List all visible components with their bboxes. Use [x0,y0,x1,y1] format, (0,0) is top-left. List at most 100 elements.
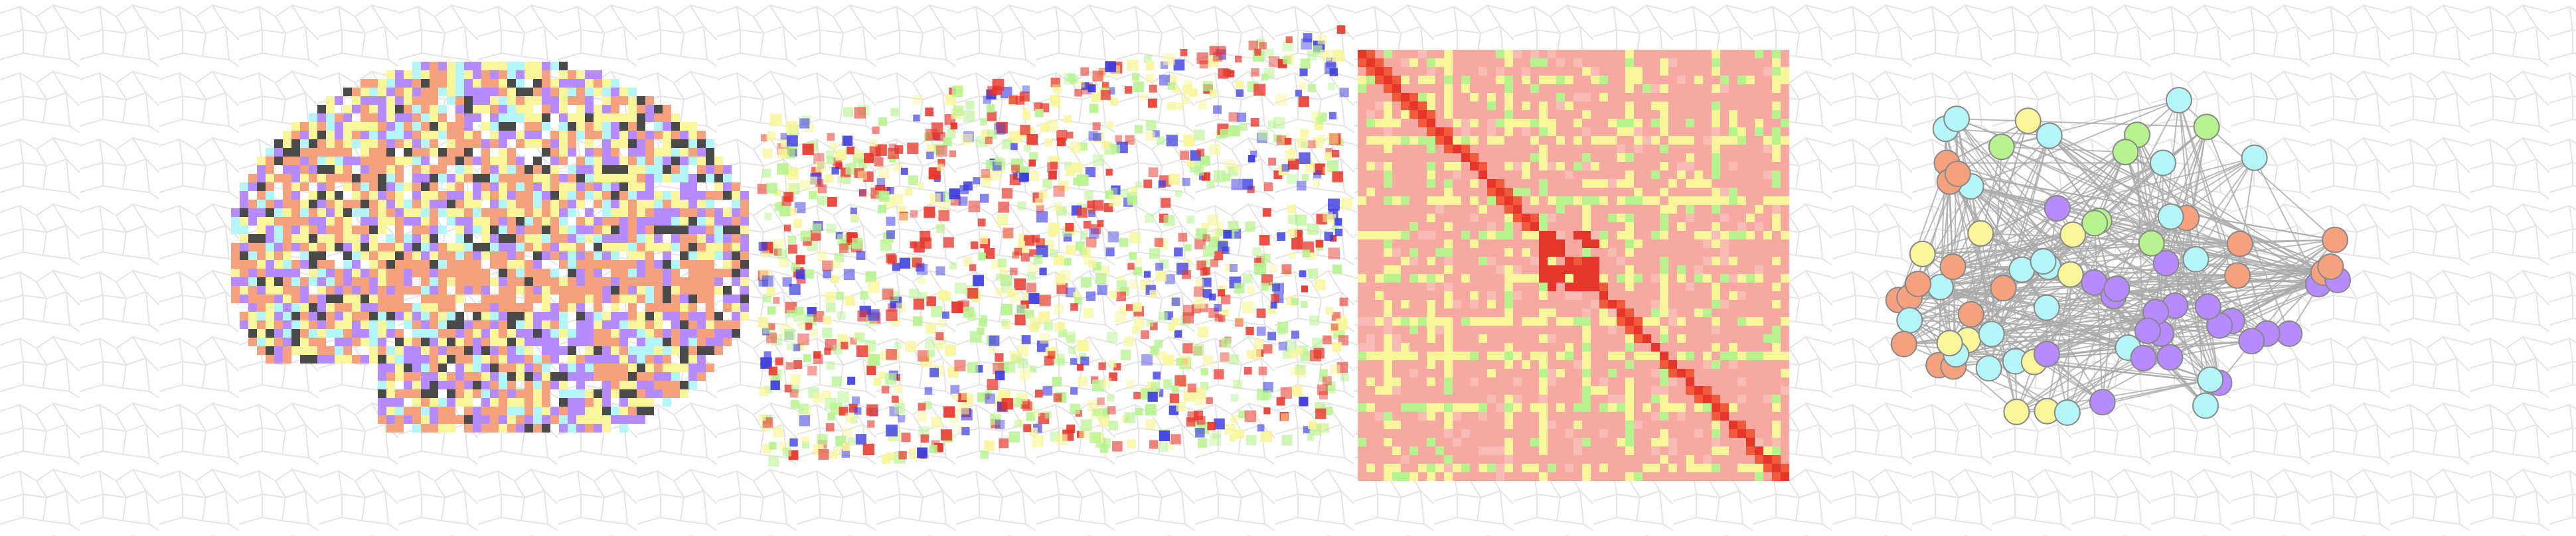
network-node [1939,253,1967,280]
matrix-cell [1617,231,1625,239]
brain-voxel [594,200,602,208]
brain-voxel [550,79,559,88]
brain-voxel [697,277,706,286]
matrix-cell [1539,403,1548,412]
matrix-cell [1634,145,1643,153]
brain-voxel [594,182,602,191]
brain-voxel [559,208,568,217]
network-edge [2072,234,2209,308]
scatter-voxel [1202,234,1210,242]
matrix-cell [1504,464,1513,472]
scatter-voxel [1196,52,1208,64]
matrix-cell [1539,283,1548,291]
matrix-cell [1772,300,1781,308]
matrix-cell [1427,119,1435,127]
brain-voxel [412,251,421,260]
scatter-voxel [1092,70,1103,82]
scatter-voxel [1155,389,1164,397]
brain-voxel [706,243,714,251]
brain-voxel [637,338,645,346]
brain-voxel [654,217,663,226]
matrix-cell [1634,274,1643,283]
brain-voxel [490,389,499,398]
brain-voxel [438,174,447,182]
brain-voxel [628,148,637,157]
scatter-voxel [1035,389,1043,398]
brain-voxel [464,234,473,243]
scatter-voxel [1056,283,1068,295]
brain-voxel [550,243,559,251]
brain-voxel [680,182,688,191]
scatter-voxel [1064,161,1072,170]
matrix-cell [1427,170,1435,179]
brain-voxel [386,131,395,139]
scatter-voxel [1145,62,1155,70]
matrix-cell [1427,101,1435,110]
matrix-cell [1608,119,1617,127]
brain-voxel [524,295,533,303]
brain-voxel [257,191,266,200]
matrix-cell [1401,300,1409,308]
brain-voxel [473,415,481,424]
brain-voxel [680,200,688,208]
matrix-cell [1582,239,1591,248]
brain-voxel [594,407,602,415]
brain-voxel [300,295,309,303]
scatter-voxel [790,374,801,385]
scatter-voxel [762,293,771,303]
scatter-voxel [1176,358,1184,366]
scatter-voxel [1297,369,1306,378]
brain-voxel [430,251,438,260]
scatter-voxel [1146,320,1154,327]
brain-voxel [542,320,550,329]
scatter-voxel [1203,245,1215,257]
brain-voxel [637,277,645,286]
matrix-cell [1366,119,1375,127]
scatter-voxel [949,188,960,200]
brain-voxel [455,139,464,148]
matrix-cell [1781,231,1789,239]
scatter-voxel [943,237,954,248]
scatter-voxel [1022,107,1030,114]
brain-voxel [740,269,749,277]
matrix-cell [1539,58,1548,67]
scatter-voxel [894,384,903,394]
brain-voxel [257,346,266,355]
scatter-voxel [1058,180,1069,192]
brain-voxel [602,113,611,122]
brain-voxel [559,88,568,96]
brain-voxel [447,217,455,226]
matrix-cell [1703,274,1712,283]
brain-voxel [447,415,455,424]
scatter-voxel [1268,120,1276,129]
matrix-cell [1392,265,1401,274]
brain-voxel [611,105,619,113]
matrix-cell [1366,352,1375,360]
matrix-cell [1427,257,1435,265]
matrix-cell [1582,360,1591,369]
matrix-cell [1729,162,1737,170]
brain-voxel [455,243,464,251]
scatter-voxel [996,273,1003,281]
scatter-voxel [1132,302,1142,312]
matrix-cell [1539,239,1548,248]
brain-voxel [378,407,386,415]
scatter-voxel [850,207,857,214]
matrix-cell [1556,265,1565,274]
scatter-voxel [984,440,995,451]
scatter-voxel [1063,73,1075,85]
brain-voxel [576,269,585,277]
matrix-cell [1358,50,1366,58]
matrix-cell [1366,377,1375,386]
brain-voxel [723,243,732,251]
brain-voxel [257,329,266,338]
brain-voxel [464,338,473,346]
scatter-voxel [1086,291,1096,301]
brain-voxel [671,226,680,234]
brain-voxel [594,148,602,157]
brain-voxel [438,148,447,157]
matrix-cell [1522,67,1530,76]
matrix-cell [1729,188,1737,196]
matrix-cell [1487,119,1496,127]
matrix-cell [1427,334,1435,343]
